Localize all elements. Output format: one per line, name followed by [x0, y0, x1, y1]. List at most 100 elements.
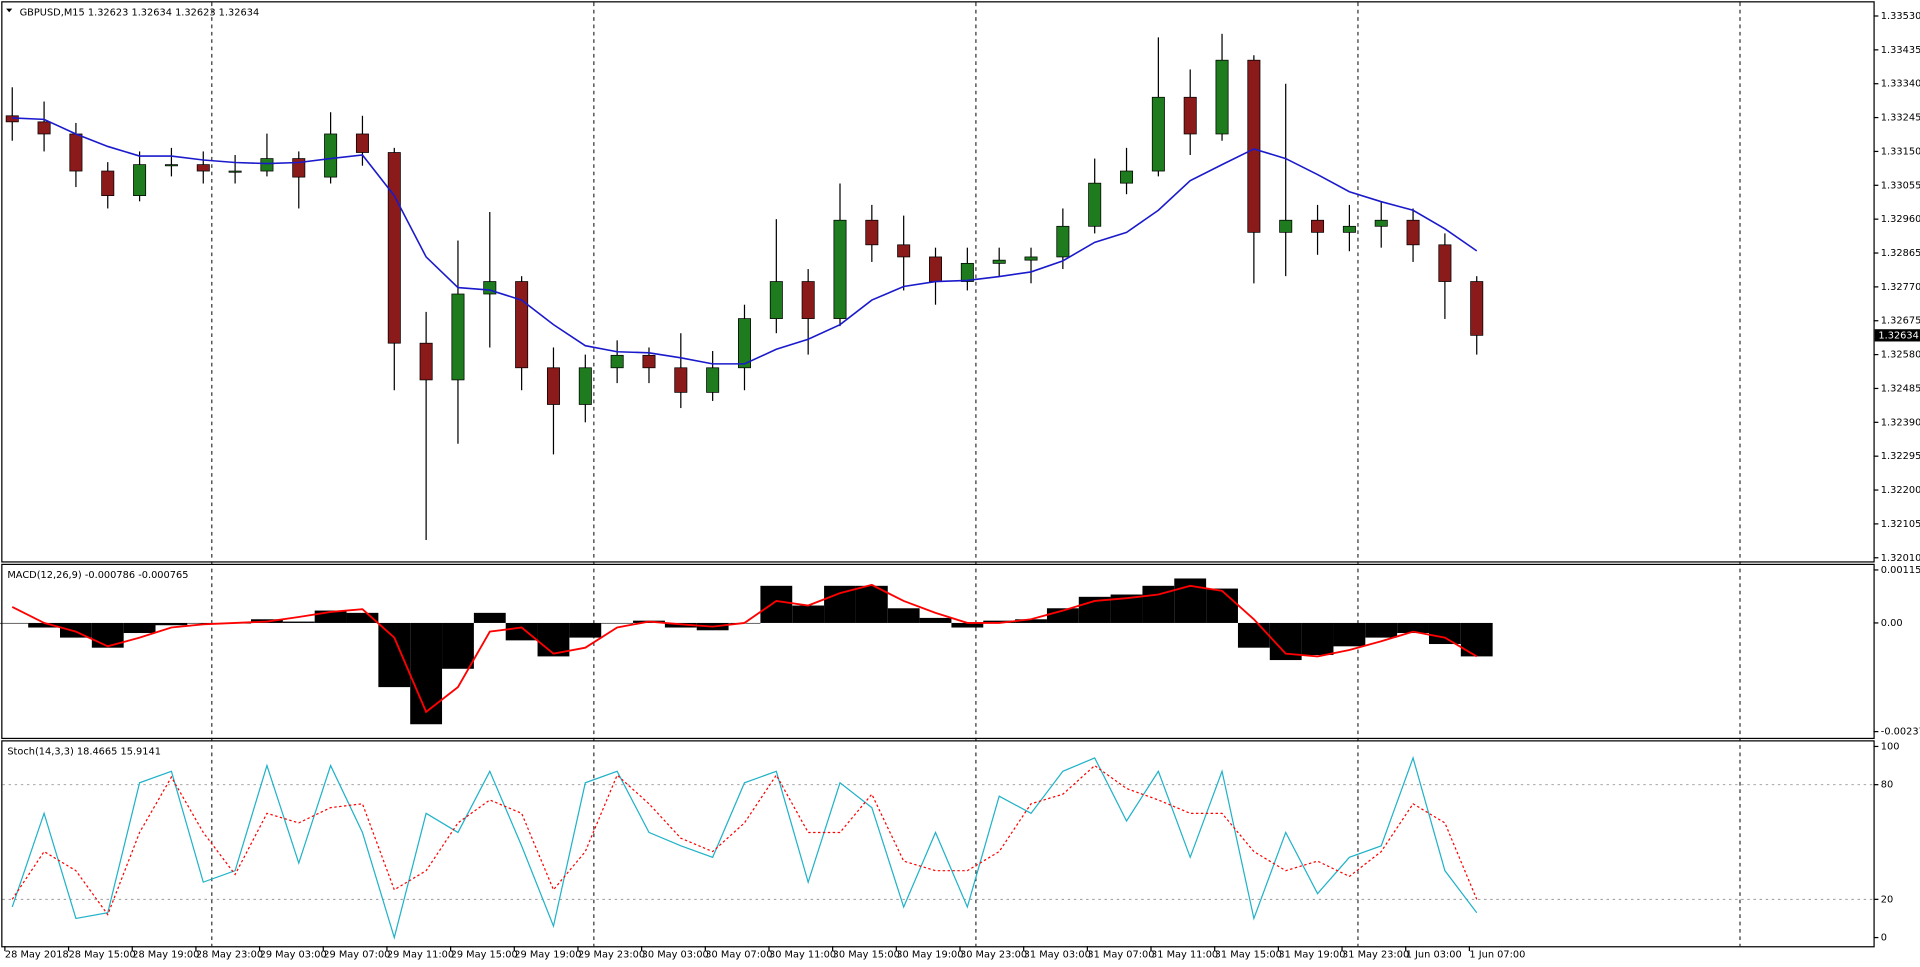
current-price-label: 1.32634 [1878, 330, 1918, 341]
candle-body [610, 354, 624, 369]
x-tick-label: 30 May 11:00 [769, 950, 836, 961]
candle-body [1470, 281, 1484, 336]
x-tick-label: 29 May 15:00 [451, 950, 518, 961]
macd-bar [1237, 622, 1270, 648]
candle-body [1342, 225, 1356, 233]
macd-bar [60, 622, 92, 638]
y-tick-label: 1.32960 [1881, 214, 1920, 225]
macd-bar [410, 622, 443, 725]
stoch-main-line [11, 755, 1478, 940]
macd-bar [569, 622, 602, 638]
candle-body [1374, 219, 1388, 227]
y-tick-label: 100 [1881, 741, 1900, 752]
macd-bar [1015, 619, 1047, 623]
candle-body [1120, 170, 1134, 184]
macd-bar [378, 622, 411, 688]
candle-body [929, 256, 942, 282]
candle-body [865, 219, 879, 246]
x-tick-label: 28 May 19:00 [132, 950, 199, 961]
macd-bar [760, 585, 793, 623]
y-tick-label: 1.33150 [1881, 146, 1920, 157]
candle-body [706, 367, 720, 393]
x-tick-label: 28 May 15:00 [69, 950, 136, 961]
candle-body [1215, 59, 1229, 135]
y-tick-label: 1.32010 [1881, 553, 1920, 564]
macd-bar [0, 622, 29, 624]
candle-body [451, 293, 465, 381]
candle-body [1311, 219, 1325, 233]
candle-body [1056, 225, 1070, 258]
x-tick-label: 28 May 23:00 [196, 950, 263, 961]
title-arrow [6, 8, 13, 13]
macd-bar [1397, 622, 1429, 634]
candle-body [101, 170, 115, 197]
macd-bar [187, 622, 220, 624]
candle-body [833, 219, 847, 319]
candle-body [1088, 182, 1102, 227]
macd-bar [473, 612, 506, 623]
macd-bar [346, 612, 379, 623]
x-tick-label: 29 May 23:00 [578, 950, 645, 961]
macd-bar [505, 622, 538, 641]
macd-bar [1365, 622, 1398, 638]
x-tick-label: 30 May 07:00 [705, 950, 772, 961]
candle-body [164, 164, 178, 167]
current-price-box [1874, 329, 1920, 342]
candle-body [69, 133, 83, 172]
macd-panel-frame [1, 563, 1875, 740]
x-tick-label: 1 Jun 07:00 [1469, 950, 1525, 961]
y-tick-label: 1.32580 [1881, 350, 1920, 361]
y-tick-label: 1.33055 [1881, 180, 1920, 191]
x-tick-label: 31 May 23:00 [1342, 950, 1409, 961]
macd-signal-line [11, 583, 1478, 714]
y-tick-label: 1.33530 [1881, 11, 1920, 22]
y-tick-label: -0.002371 [1881, 727, 1920, 738]
macd-bar [1333, 622, 1366, 647]
macd-bar [951, 622, 984, 628]
candle-body [196, 164, 210, 172]
main-panel-frame [1, 1, 1875, 563]
macd-bar [442, 622, 474, 669]
x-tick-label: 29 May 11:00 [387, 950, 454, 961]
y-tick-label: 80 [1881, 780, 1893, 791]
y-tick-label: 0.00 [1881, 618, 1903, 629]
x-tick-label: 30 May 03:00 [642, 950, 709, 961]
y-tick-label: 1.32200 [1881, 485, 1920, 496]
candle-body [1247, 59, 1261, 233]
macd-bar [887, 608, 920, 623]
y-tick-label: 1.32390 [1881, 417, 1920, 428]
y-tick-label: 1.32865 [1881, 248, 1920, 259]
candle-body [515, 281, 529, 369]
candle-body [1406, 219, 1420, 246]
y-tick-label: 1.33435 [1881, 45, 1920, 56]
x-tick-label: 30 May 23:00 [960, 950, 1027, 961]
candle-body [228, 170, 242, 173]
x-tick-label: 29 May 07:00 [323, 950, 390, 961]
macd-bar [919, 617, 952, 623]
panel-title: GBPUSD,M15 1.32623 1.32634 1.32623 1.326… [20, 7, 260, 18]
candle-body [897, 244, 911, 258]
y-tick-label: 20 [1881, 894, 1893, 905]
candle-body [260, 158, 274, 172]
macd-bar [601, 622, 634, 624]
macd-bar [1301, 622, 1334, 656]
macd-bar [792, 605, 825, 623]
candle-body [1438, 244, 1452, 282]
panel-title: Stoch(14,3,3) 18.4665 15.9141 [7, 746, 161, 757]
x-tick-label: 31 May 03:00 [1024, 950, 1091, 961]
moving-average-line [12, 117, 1478, 365]
candle-body [1279, 219, 1293, 233]
macd-bar [282, 621, 315, 623]
y-tick-label: 1.33340 [1881, 79, 1920, 90]
panel-title: MACD(12,26,9) -0.000786 -0.000765 [7, 570, 188, 581]
macd-bar [28, 622, 60, 628]
y-tick-label: 1.32295 [1881, 451, 1920, 462]
x-tick-label: 30 May 15:00 [833, 950, 900, 961]
candle-body [133, 164, 147, 197]
x-tick-label: 30 May 19:00 [896, 950, 963, 961]
candle-body [1151, 96, 1165, 172]
macd-bar [855, 585, 888, 623]
macd-bar [155, 622, 188, 626]
